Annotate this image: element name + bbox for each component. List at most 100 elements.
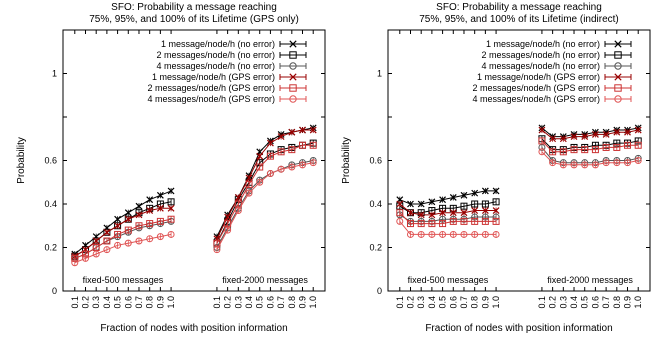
data-point xyxy=(167,215,175,223)
x-tick-label: 0.8 xyxy=(470,296,480,309)
legend-label: 2 messages/node/h (GPS error) xyxy=(472,83,600,93)
data-point xyxy=(146,207,154,214)
data-point xyxy=(471,200,479,208)
data-point xyxy=(549,159,557,167)
y-tick-label: 0.2 xyxy=(44,243,57,253)
data-point xyxy=(602,130,610,138)
x-tick-label: 0.6 xyxy=(265,296,275,309)
legend-marker xyxy=(289,51,297,59)
data-point xyxy=(406,230,414,238)
data-point xyxy=(428,230,436,238)
data-point xyxy=(82,246,89,254)
data-point xyxy=(92,250,100,258)
legend-label: 1 message/node/h (no error) xyxy=(161,39,275,49)
x-tick-label: 1.0 xyxy=(633,296,643,309)
data-point xyxy=(492,198,500,206)
data-point xyxy=(460,202,468,210)
y-tick-label: 0.2 xyxy=(369,243,382,253)
data-point xyxy=(591,130,599,138)
data-point xyxy=(624,141,632,149)
x-tick-label: 0.7 xyxy=(276,296,286,309)
x-tick-label: 1.0 xyxy=(308,296,318,309)
data-point xyxy=(114,241,122,249)
data-point xyxy=(624,159,632,167)
y-tick-label: 0.4 xyxy=(44,199,57,209)
data-point xyxy=(124,209,132,217)
x-tick-label: 0.8 xyxy=(612,296,622,309)
series-line xyxy=(74,233,172,264)
legend-marker xyxy=(614,95,622,103)
data-point xyxy=(81,254,89,262)
data-point xyxy=(213,246,221,254)
legend-label: 4 messages/node/h (no error) xyxy=(156,61,275,71)
data-point xyxy=(277,165,285,173)
data-point xyxy=(492,230,500,238)
data-point xyxy=(449,209,457,217)
legend-label: 2 messages/node/h (no error) xyxy=(481,50,600,60)
data-point xyxy=(114,215,122,223)
data-point xyxy=(613,128,621,136)
series-line xyxy=(399,201,497,214)
y-tick-label: 0 xyxy=(52,286,57,296)
x-tick-label: 0.9 xyxy=(155,296,165,309)
group-label: fixed-2000 messages xyxy=(222,275,308,285)
data-point xyxy=(266,152,274,160)
group-label: fixed-2000 messages xyxy=(547,275,633,285)
x-tick-label: 0.3 xyxy=(91,296,101,309)
x-axis-label: Fraction of nodes with position informat… xyxy=(100,323,287,334)
legend-marker xyxy=(614,51,622,59)
chart-title-line-1: SFO: Probability a message reaching xyxy=(111,2,277,13)
x-tick-label: 0.2 xyxy=(405,296,415,309)
data-point xyxy=(135,222,143,230)
data-point xyxy=(538,148,546,156)
data-point xyxy=(481,200,489,208)
data-point xyxy=(417,200,425,208)
legend-marker xyxy=(614,73,622,81)
x-tick-label: 0.2 xyxy=(548,296,558,309)
series-line xyxy=(74,220,172,259)
data-point xyxy=(634,141,642,149)
data-point xyxy=(634,157,642,164)
series-line xyxy=(541,151,639,166)
series-line xyxy=(541,129,639,140)
data-point xyxy=(288,163,296,171)
data-point xyxy=(156,217,164,225)
x-tick-label: 0.4 xyxy=(102,296,112,309)
data-point xyxy=(581,133,589,140)
data-point xyxy=(124,226,132,234)
data-point xyxy=(135,211,143,219)
x-axis-label: Fraction of nodes with position informat… xyxy=(425,323,612,334)
x-tick-label: 0.1 xyxy=(395,296,405,309)
data-point xyxy=(92,237,100,245)
x-tick-label: 0.7 xyxy=(459,296,469,309)
x-tick-label: 0.5 xyxy=(580,296,590,309)
series-line xyxy=(541,127,639,138)
data-point xyxy=(299,141,307,149)
y-tick-label: 1 xyxy=(377,69,382,79)
data-point xyxy=(449,217,457,225)
data-point xyxy=(234,207,242,215)
data-point xyxy=(167,204,175,212)
x-tick-label: 0.9 xyxy=(480,296,490,309)
legend-marker xyxy=(614,62,622,70)
data-point xyxy=(613,159,621,167)
data-point xyxy=(439,230,447,238)
data-point xyxy=(602,159,610,167)
y-axis-label: Probability xyxy=(16,137,27,184)
data-point xyxy=(146,235,154,243)
chart-title-line-2: 75%, 95%, and 100% of its Lifetime (indi… xyxy=(419,14,619,25)
data-point xyxy=(428,198,436,206)
data-point xyxy=(135,202,143,210)
data-point xyxy=(570,161,578,169)
data-point xyxy=(256,152,264,160)
series-line xyxy=(541,138,639,151)
data-point xyxy=(481,230,489,238)
legend-marker xyxy=(289,84,297,92)
data-point xyxy=(471,217,479,225)
data-point xyxy=(559,161,567,169)
data-point xyxy=(624,128,631,136)
legend-marker xyxy=(289,40,297,48)
data-point xyxy=(167,230,175,238)
data-point xyxy=(481,187,489,195)
